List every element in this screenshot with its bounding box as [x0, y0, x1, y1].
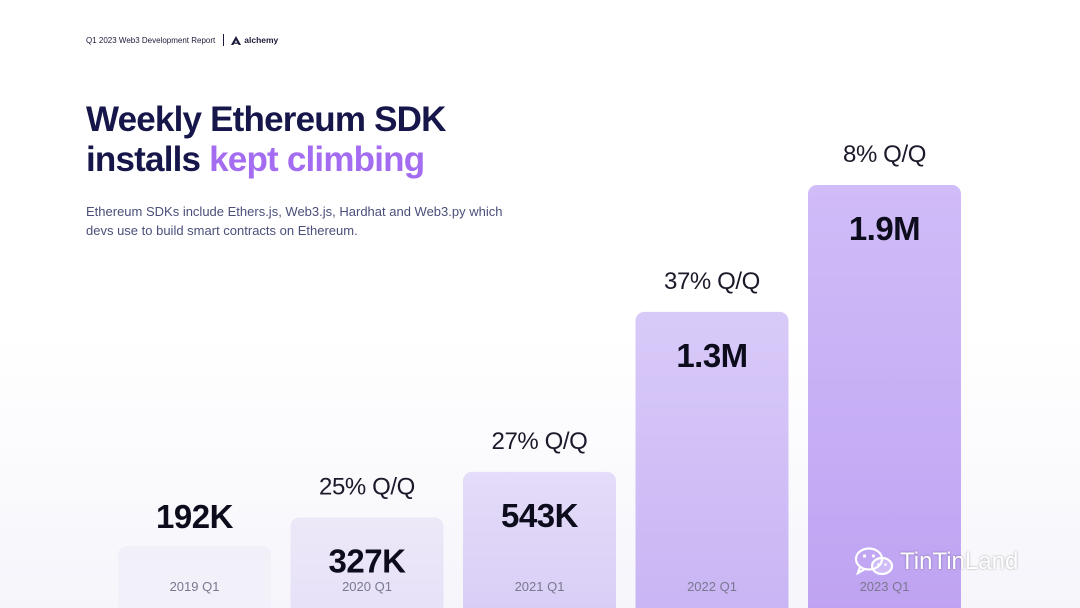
- bar-growth-label: 25% Q/Q: [319, 473, 415, 500]
- page-description: Ethereum SDKs include Ethers.js, Web3.js…: [86, 204, 503, 238]
- bar-value-label: 1.9M: [849, 210, 920, 247]
- bar-value-label: 543K: [501, 497, 579, 534]
- category-tick-label: 2019 Q1: [170, 579, 220, 594]
- report-title: Q1 2023 Web3 Development Report: [86, 35, 216, 45]
- bar-value-label: 192K: [156, 498, 234, 535]
- bar-growth-label: 27% Q/Q: [492, 428, 588, 455]
- bar: [290, 517, 444, 608]
- report-header: Q1 2023 Web3 Development Report alchemy: [86, 34, 278, 46]
- brand-name: alchemy: [244, 35, 279, 45]
- watermark-text: TinTinLand: [900, 548, 1019, 575]
- bar: [635, 311, 789, 608]
- category-tick-label: 2021 Q1: [515, 579, 565, 594]
- title-line-2-accent: kept climbing: [209, 140, 425, 179]
- title-line-1: Weekly Ethereum SDK: [86, 100, 446, 139]
- watermark: TinTinLand: [854, 546, 1018, 578]
- wechat-icon: [854, 547, 894, 576]
- bar: [808, 185, 961, 608]
- bar-group: 1.9M 8% Q/Q 2023 Q1: [808, 141, 961, 608]
- header-divider: [223, 34, 225, 46]
- brand-logo: alchemy: [231, 35, 278, 45]
- bar: [118, 546, 271, 608]
- bar-group: 543K 27% Q/Q 2021 Q1: [463, 428, 616, 608]
- page-title: Weekly Ethereum SDK installs kept climbi…: [86, 100, 506, 180]
- bar-group: 192K 2019 Q1: [118, 498, 271, 608]
- bar-growth-label: 37% Q/Q: [664, 268, 760, 295]
- title-line-2-plain: installs: [86, 140, 210, 179]
- category-tick-label: 2023 Q1: [860, 579, 910, 594]
- bar-value-label: 327K: [329, 542, 407, 579]
- category-tick-label: 2020 Q1: [342, 579, 392, 594]
- bar: [463, 471, 616, 608]
- bar-group: 327K 25% Q/Q 2020 Q1: [290, 473, 444, 608]
- bar-growth-label: 8% Q/Q: [843, 141, 926, 168]
- bar-value-label: 1.3M: [676, 337, 747, 374]
- category-tick-label: 2022 Q1: [687, 579, 737, 594]
- alchemy-logo-icon: [231, 35, 242, 45]
- bar-group: 1.3M 37% Q/Q 2022 Q1: [635, 268, 789, 608]
